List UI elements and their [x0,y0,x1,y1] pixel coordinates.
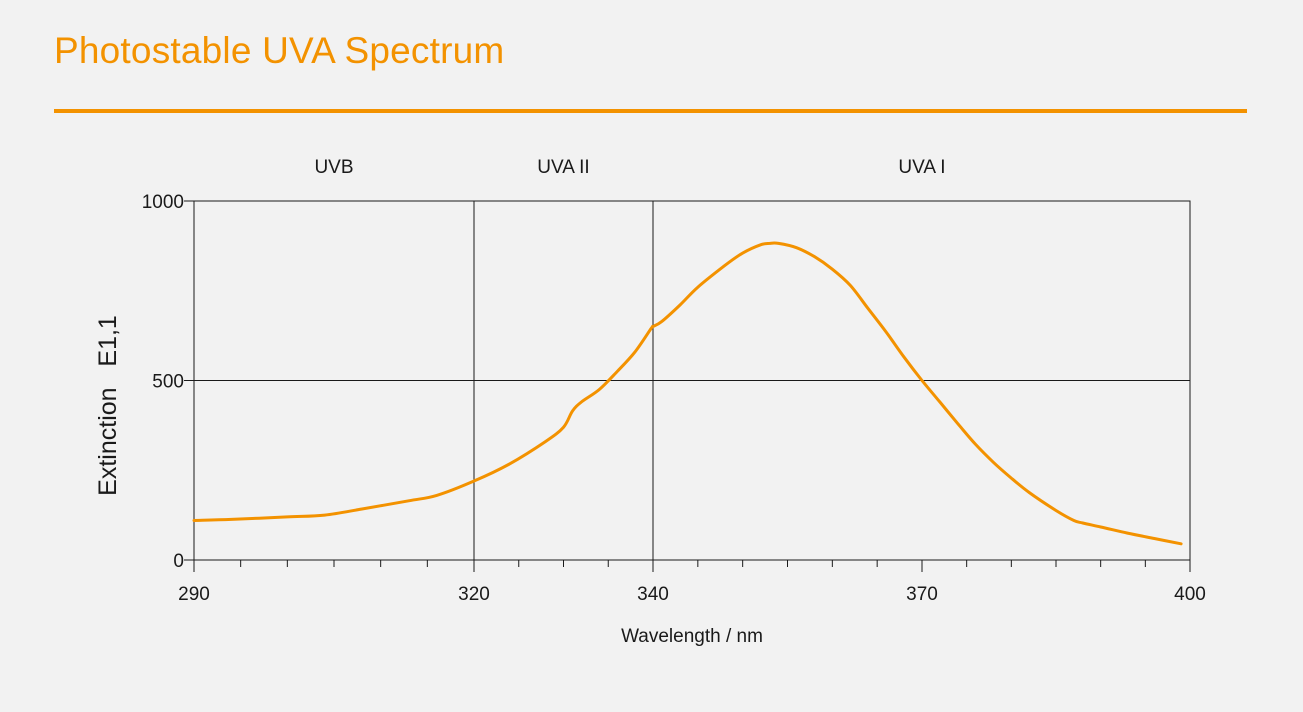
y-tick-label: 500 [152,372,184,393]
x-tick-label: 290 [178,584,210,605]
grid-layer [193,200,1191,561]
y-axis-label: Extinction E1,1 [94,315,122,496]
region-label: UVA II [537,157,589,178]
x-axis-label: Wavelength / nm [621,626,763,647]
region-label: UVB [314,157,353,178]
series-layer [192,241,1183,546]
series-line-0 [192,241,1183,546]
label-layer: 0 500 1000 290 320 340 370 400 UVB UVA II UVA I [142,157,1206,605]
y-tick-label: 0 [173,551,184,572]
x-tick-label: 400 [1174,584,1206,605]
title-rule [54,109,1247,113]
region-label: UVA I [898,157,945,178]
x-tick-label: 340 [637,584,669,605]
tick-layer [184,200,1191,572]
page-title: Photostable UVA Spectrum [54,30,505,71]
x-tick-label: 370 [906,584,938,605]
y-tick-label: 1000 [142,192,184,213]
x-tick-label: 320 [458,584,490,605]
